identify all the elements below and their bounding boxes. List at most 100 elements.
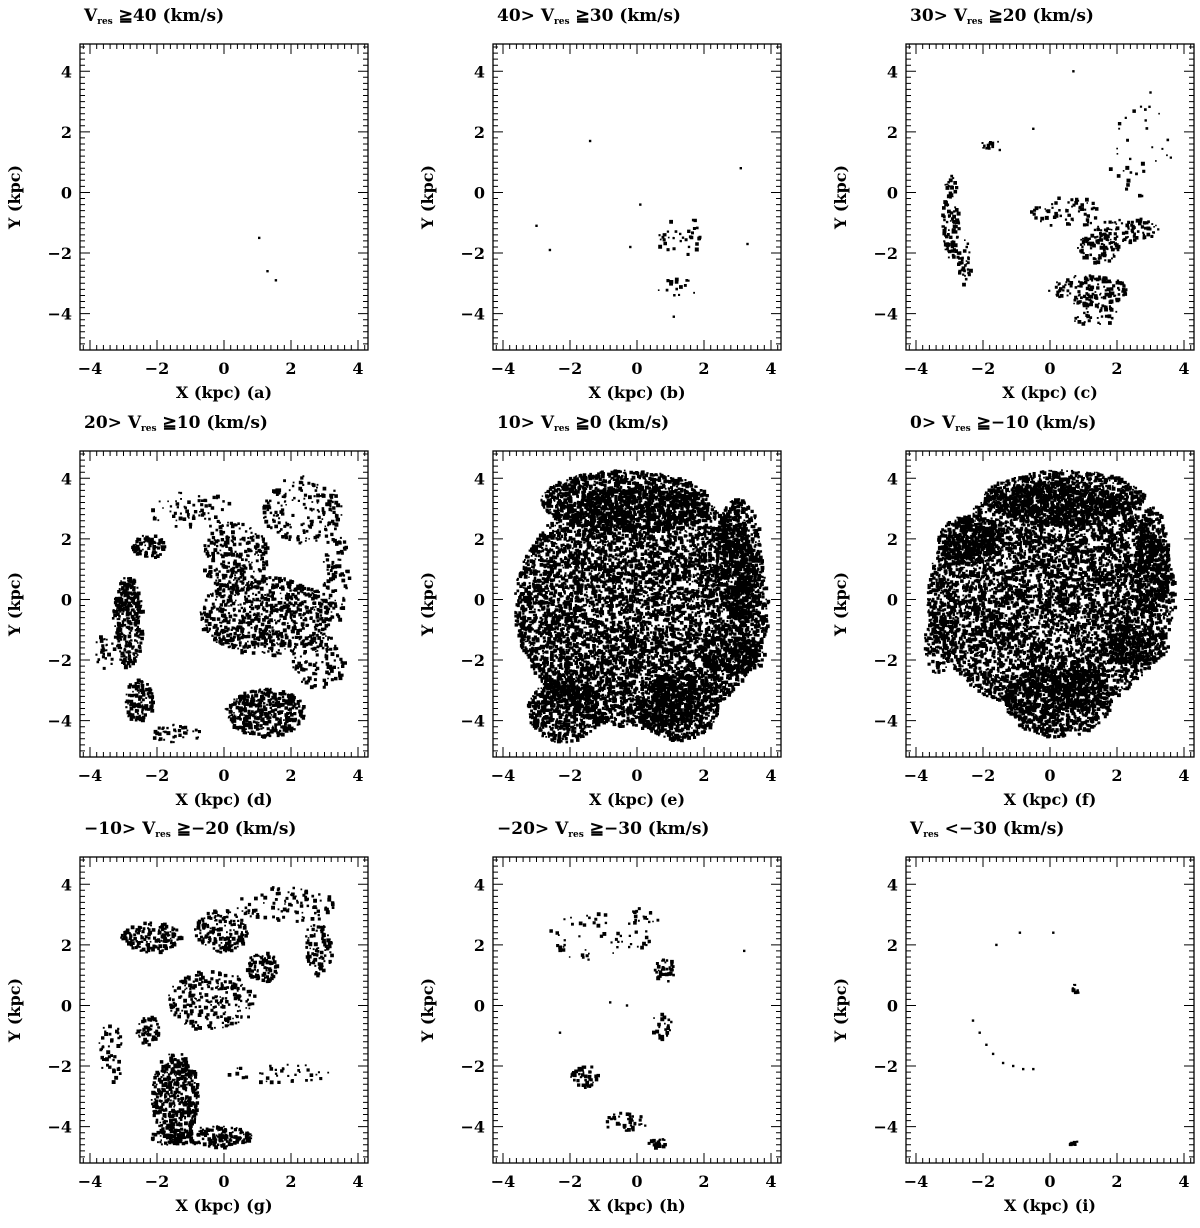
title-symbol: V	[910, 819, 924, 839]
data-point	[672, 315, 675, 318]
data-point	[548, 248, 552, 252]
data-region	[186, 1125, 253, 1150]
region-dots	[291, 633, 347, 690]
region-dots	[1003, 663, 1113, 739]
ticks	[906, 44, 1194, 350]
region-dots	[236, 886, 335, 923]
tick-marks	[80, 857, 368, 1163]
data-region	[150, 1128, 194, 1146]
panel-b: −4 −2 0 2 4 −4 −2 0 2 4 X (kpc) (b) Y (kpc)	[418, 43, 782, 402]
region-dots	[956, 239, 973, 287]
data-region	[291, 633, 347, 690]
y-tick-label: 0	[887, 590, 898, 609]
data-region	[657, 277, 695, 297]
region-dots	[186, 1125, 253, 1150]
title-subscript: res	[568, 830, 584, 840]
data-region	[637, 672, 720, 743]
data-layer	[535, 139, 749, 318]
x-tick-label: −4	[904, 1172, 929, 1191]
data-point	[971, 1019, 975, 1022]
x-tick-label: −2	[971, 766, 996, 785]
panel-i: −4 −2 0 2 4 −4 −2 0 2 4 X (kpc) (i) Y (kpc)	[831, 856, 1195, 1215]
region-dots	[941, 174, 961, 259]
data-region	[152, 723, 201, 744]
y-tick-label: 0	[474, 590, 485, 609]
data-region	[322, 532, 352, 622]
y-axis-label: Y (kpc)	[5, 165, 24, 230]
data-point	[743, 949, 746, 953]
y-tick-label: −4	[47, 712, 72, 731]
x-axis-label: X (kpc) (a)	[176, 383, 272, 402]
y-tick-label: −4	[873, 712, 898, 731]
x-tick-label: −2	[558, 766, 583, 785]
data-layer	[923, 469, 1178, 739]
data-region	[526, 676, 602, 744]
data-region	[95, 635, 117, 670]
region-dots	[658, 229, 702, 256]
title-prefix: 0>	[910, 413, 942, 433]
tick-marks	[493, 857, 781, 1163]
data-point	[995, 943, 998, 947]
data-point	[739, 167, 742, 170]
x-tick-label: −4	[78, 766, 103, 785]
y-tick-label: 2	[474, 123, 485, 142]
plot-frame	[905, 856, 1195, 1164]
x-tick-label: −4	[491, 1172, 516, 1191]
data-region	[1074, 302, 1118, 326]
title-symbol: V	[127, 413, 142, 433]
region-dots	[152, 723, 201, 744]
data-point	[625, 1004, 629, 1007]
region-dots	[305, 917, 334, 978]
x-tick-label: 2	[1111, 359, 1122, 378]
y-axis-label: Y (kpc)	[831, 165, 850, 230]
y-tick-label: −2	[873, 651, 898, 670]
data-region	[632, 907, 660, 925]
tick-marks	[493, 451, 781, 757]
data-region	[1048, 274, 1128, 308]
y-tick-label: 0	[61, 590, 72, 609]
title-subscript: res	[155, 830, 171, 840]
data-region	[1108, 105, 1172, 198]
data-point	[274, 279, 278, 282]
x-tick-label: 2	[1111, 766, 1122, 785]
x-tick-label: 4	[765, 766, 776, 785]
data-region	[203, 521, 270, 596]
x-tick-label: 0	[1044, 1172, 1055, 1191]
data-point	[535, 224, 538, 227]
x-tick-label: 4	[352, 359, 363, 378]
x-tick-label: 0	[218, 1172, 229, 1191]
data-region	[1134, 506, 1171, 618]
region-dots	[203, 521, 270, 596]
region-dots	[150, 1053, 200, 1146]
data-region	[658, 229, 702, 256]
y-tick-label: −4	[873, 305, 898, 324]
region-dots	[514, 484, 771, 730]
y-tick-label: 4	[61, 875, 72, 894]
x-tick-label: −2	[971, 359, 996, 378]
y-axis-label: Y (kpc)	[5, 978, 24, 1043]
data-point	[558, 1031, 562, 1034]
data-region	[131, 534, 167, 559]
x-axis-label: X (kpc) (i)	[1004, 1196, 1096, 1215]
panel-f: −4 −2 0 2 4 −4 −2 0 2 4 X (kpc) (f) Y (kpc)	[831, 450, 1195, 809]
data-region	[151, 491, 232, 529]
y-tick-label: 0	[61, 996, 72, 1015]
plot-frame	[492, 43, 782, 351]
tick-marks	[80, 451, 368, 757]
region-dots	[714, 498, 765, 621]
region-dots	[1074, 302, 1118, 326]
x-tick-label: 2	[698, 359, 709, 378]
x-tick-label: 4	[352, 1172, 363, 1191]
y-axis-label: Y (kpc)	[5, 572, 24, 637]
ticks	[906, 451, 1194, 757]
x-tick-label: 0	[631, 766, 642, 785]
region-dots	[1077, 232, 1121, 265]
plot-frame	[492, 856, 782, 1164]
panel-title-i: Vres <−30 (km/s)	[910, 819, 1064, 840]
panel-title-f: 0> Vres ≧−10 (km/s)	[910, 413, 1096, 434]
x-tick-label: 0	[1044, 359, 1055, 378]
title-suffix: ≧−20 (km/s)	[170, 819, 297, 839]
y-axis-label: Y (kpc)	[418, 572, 437, 637]
y-tick-label: −4	[460, 712, 485, 731]
